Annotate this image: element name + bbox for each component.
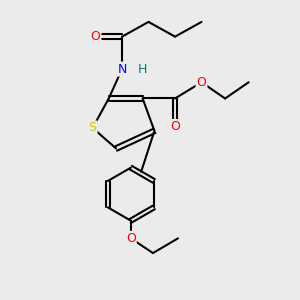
Text: H: H xyxy=(138,62,147,76)
Text: S: S xyxy=(88,122,97,134)
Text: N: N xyxy=(117,62,127,76)
Text: O: O xyxy=(91,30,100,43)
Text: O: O xyxy=(170,120,180,133)
Text: O: O xyxy=(196,76,206,89)
Text: O: O xyxy=(126,232,136,245)
